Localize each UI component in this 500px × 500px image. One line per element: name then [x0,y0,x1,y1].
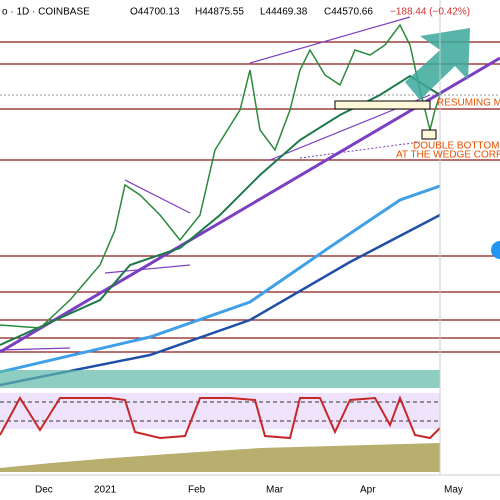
ma-dark-blue [0,213,441,387]
annotation: AT THE WEDGE CORRECT [396,150,500,161]
scroll-button[interactable] [491,241,500,259]
x-tick-label: Feb [188,485,206,496]
ma-green [0,74,441,346]
header-symbol: o · 1D · COINBASE [2,7,90,18]
x-tick-label: Dec [35,485,53,496]
annotation: DOUBLE BOTTOM [413,141,500,152]
x-tick-label: Mar [266,485,284,496]
zone-box [421,129,437,140]
x-tick-label: 2021 [94,485,117,496]
price [0,23,441,329]
volume [0,370,440,388]
x-tick-label: Apr [360,485,376,496]
annotation: RESUMING MA [437,98,500,109]
zone-box [334,100,431,110]
header-low: L44469.38 [260,7,308,18]
header-close: C44570.66 [324,7,373,18]
x-tick-label: May [444,485,463,496]
stoch [0,395,441,440]
header-open: O44700.13 [130,7,180,18]
volume-profile [0,443,440,472]
ma-light-blue [0,184,441,374]
header-high: H44875.55 [195,7,244,18]
arrow [405,28,470,100]
header-change: −188.44 (−0.42%) [390,7,470,18]
